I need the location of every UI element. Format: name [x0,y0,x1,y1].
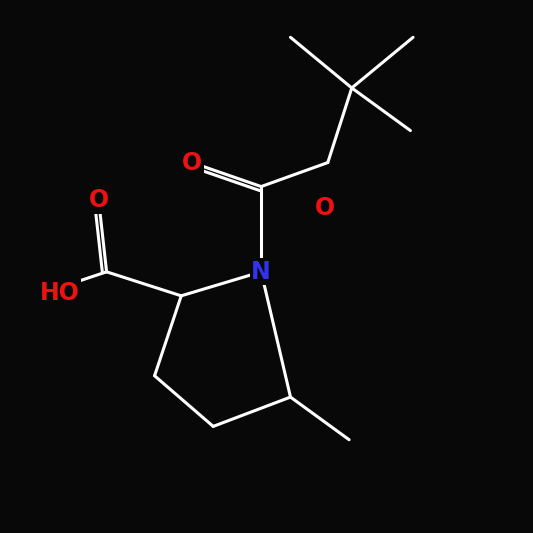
Text: HO: HO [40,281,79,305]
Text: O: O [315,196,335,220]
Text: O: O [88,188,109,212]
Text: O: O [182,150,202,175]
Text: N: N [251,260,271,284]
